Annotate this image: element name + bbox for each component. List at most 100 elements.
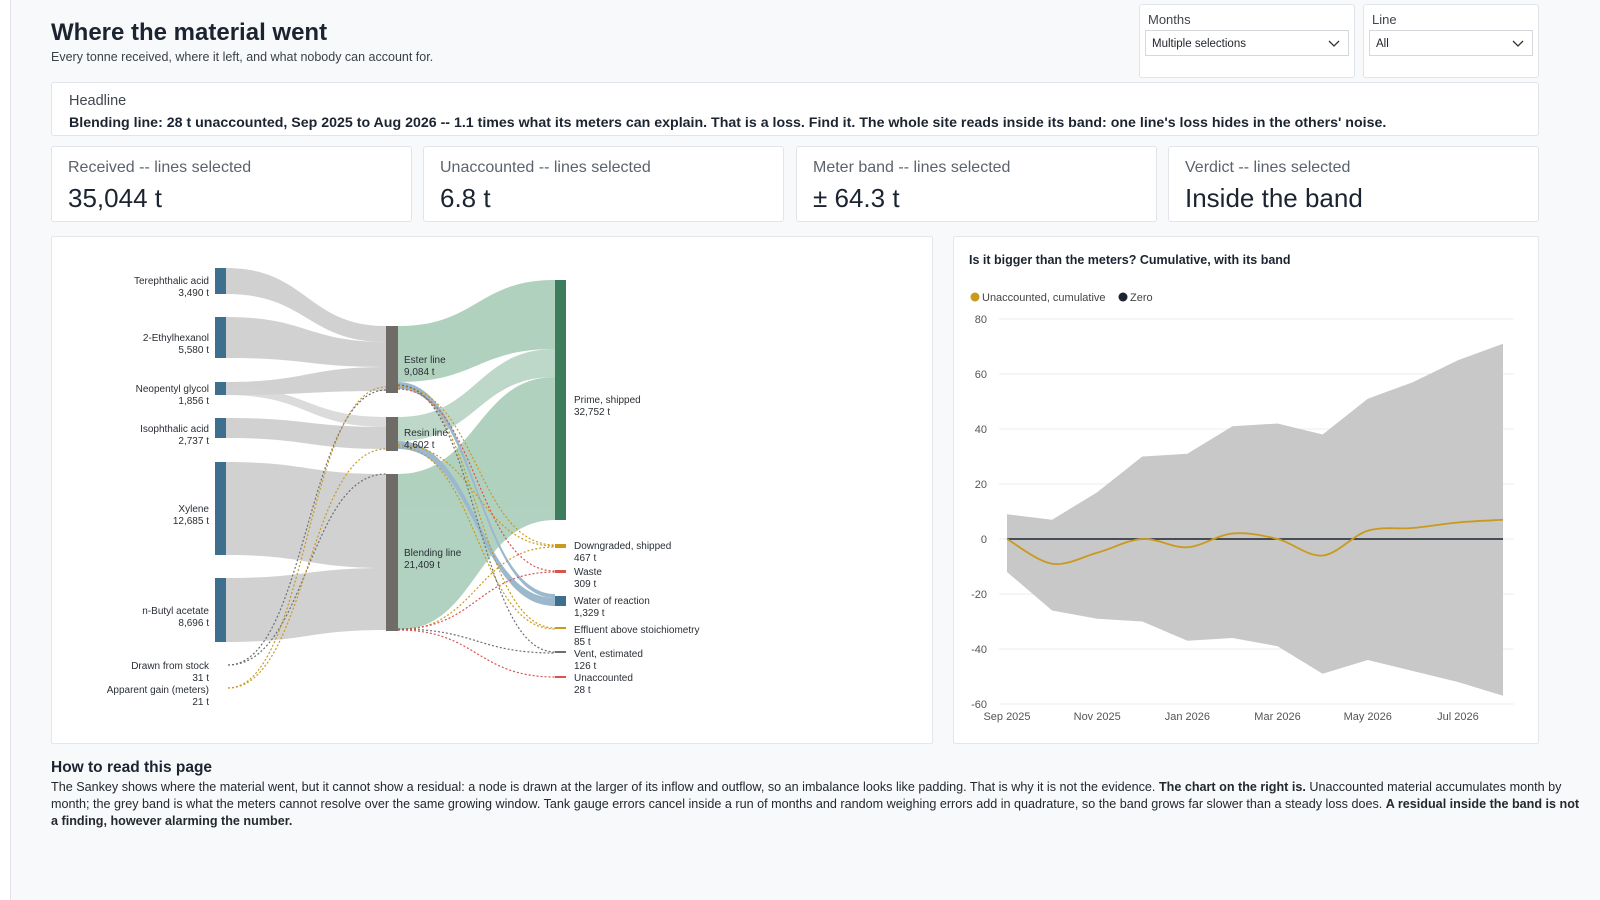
kpi-card-received: Received -- lines selected 35,044 t	[51, 146, 412, 222]
x-axis-ticks: Sep 2025 Nov 2025 Jan 2026 Mar 2026 May 2026…	[983, 711, 1478, 723]
sink-value: 126 t	[574, 661, 596, 672]
node-unaccounted	[555, 676, 566, 678]
link-ester-to-downgraded	[397, 386, 556, 546]
link-resin-to-effluent	[397, 446, 556, 630]
chart-title: Is it bigger than the meters? Cumulative…	[969, 253, 1291, 267]
process-value: 21,409 t	[404, 560, 440, 571]
source-label: Terephthalic acid	[134, 276, 209, 287]
sink-label: Vent, estimated	[574, 649, 643, 660]
process-label: Blending line	[404, 548, 462, 559]
y-tick-label: -60	[971, 699, 987, 711]
source-value: 12,685 t	[173, 516, 209, 527]
source-value: 8,696 t	[178, 618, 209, 629]
cumulative-line-chart: Is it bigger than the meters? Cumulative…	[969, 253, 1514, 723]
node-effluent	[555, 627, 566, 629]
source-label: Xylene	[178, 504, 209, 515]
headline-card: Headline Blending line: 28 t unaccounted…	[51, 82, 1539, 136]
headline-label: Headline	[69, 93, 127, 109]
node-vent	[555, 651, 566, 653]
kpi-value: Inside the band	[1185, 183, 1363, 213]
process-value: 4,602 t	[404, 440, 435, 451]
process-value: 9,084 t	[404, 367, 435, 378]
x-tick-label: Sep 2025	[983, 711, 1030, 723]
source-value: 21 t	[192, 697, 209, 708]
node-2-ethylhexanol	[215, 317, 226, 358]
report-page: Where the material went Every tonne rece…	[10, 0, 1600, 900]
sink-value: 85 t	[574, 637, 591, 648]
chevron-down-icon	[1512, 40, 1524, 47]
months-dropdown[interactable]: Multiple selections	[1145, 30, 1349, 56]
link-isophthalic-to-resin	[226, 418, 386, 449]
node-blending-line	[386, 474, 398, 631]
link-xylene-to-blending	[226, 462, 386, 568]
chevron-down-icon	[1328, 40, 1340, 47]
sink-value: 467 t	[574, 553, 596, 564]
meter-band-area	[1007, 343, 1503, 696]
link-resin-to-downgraded	[397, 444, 556, 547]
sink-label: Prime, shipped	[574, 395, 641, 406]
source-value: 1,856 t	[178, 396, 209, 407]
link-ester-to-prime	[398, 280, 555, 382]
node-terephthalic-acid	[215, 268, 226, 294]
node-water-of-reaction	[555, 596, 566, 606]
link-neopentyl-to-resin	[226, 387, 386, 427]
y-tick-label: -20	[971, 589, 987, 601]
howto-title: How to read this page	[51, 759, 213, 776]
process-label: Ester line	[404, 355, 446, 366]
x-tick-label: Jan 2026	[1165, 711, 1210, 723]
node-neopentyl-glycol	[215, 382, 226, 395]
kpi-card-meter-band: Meter band -- lines selected ± 64.3 t	[796, 146, 1157, 222]
sink-label: Waste	[574, 567, 602, 578]
link-blending-to-prime	[398, 377, 555, 630]
sink-label: Water of reaction	[574, 596, 650, 607]
link-ester-to-vent	[397, 384, 556, 653]
link-blending-to-unaccounted	[397, 629, 556, 678]
howto-p1: The Sankey shows where the material went…	[51, 780, 1159, 794]
link-blending-to-vent	[397, 628, 556, 654]
kpi-label: Unaccounted -- lines selected	[440, 159, 651, 176]
y-tick-label: 60	[975, 369, 987, 381]
node-xylene	[215, 462, 226, 555]
x-tick-label: Jul 2026	[1437, 711, 1479, 723]
cumulative-chart-panel: Is it bigger than the meters? Cumulative…	[953, 236, 1539, 744]
source-label: n-Butyl acetate	[142, 606, 209, 617]
node-waste	[555, 570, 566, 573]
kpi-label: Verdict -- lines selected	[1185, 159, 1351, 176]
sink-value: 1,329 t	[574, 608, 605, 619]
link-ester-to-effluent	[397, 385, 556, 629]
link-terephthalic-to-ester	[226, 268, 386, 342]
headline-text: Blending line: 28 t unaccounted, Sep 202…	[69, 115, 1387, 131]
months-slicer: Months Multiple selections	[1139, 4, 1355, 78]
kpi-value: 6.8 t	[440, 183, 491, 213]
y-axis-ticks: -60 -40 -20 0 20 40 60 80	[971, 314, 987, 711]
line-slicer-label: Line	[1372, 12, 1397, 27]
y-tick-label: -40	[971, 644, 987, 656]
node-resin-line	[386, 417, 398, 451]
link-stock-to-blending	[227, 389, 387, 666]
howto-text: The Sankey shows where the material went…	[51, 779, 1581, 830]
kpi-value: ± 64.3 t	[813, 183, 900, 213]
y-tick-label: 20	[975, 479, 987, 491]
kpi-label: Received -- lines selected	[68, 159, 252, 176]
source-label: Drawn from stock	[131, 661, 210, 672]
process-label: Resin line	[404, 428, 448, 439]
sink-label: Effluent above stoichiometry	[574, 625, 699, 636]
legend-label: Unaccounted, cumulative	[982, 292, 1106, 304]
line-dropdown-value: All	[1376, 38, 1389, 50]
line-dropdown[interactable]: All	[1369, 30, 1533, 56]
kpi-label: Meter band -- lines selected	[813, 159, 1011, 176]
page-subtitle: Every tonne received, where it left, and…	[51, 50, 434, 64]
node-n-butyl-acetate	[215, 578, 226, 642]
source-label: Neopentyl glycol	[136, 384, 209, 395]
sink-value: 309 t	[574, 579, 596, 590]
source-value: 5,580 t	[178, 345, 209, 356]
howto-b1: The chart on the right is.	[1158, 780, 1306, 794]
link-resin-to-prime	[398, 349, 555, 441]
page-title: Where the material went	[51, 19, 328, 46]
sankey-panel: Terephthalic acid 3,490 t 2-Ethylhexanol…	[51, 236, 933, 744]
link-ester-to-waste	[397, 388, 556, 572]
kpi-value: 35,044 t	[68, 183, 162, 213]
link-butylacetate-to-blending	[226, 568, 386, 642]
sankey-links-inflow	[226, 268, 386, 642]
node-ester-line	[386, 326, 398, 393]
